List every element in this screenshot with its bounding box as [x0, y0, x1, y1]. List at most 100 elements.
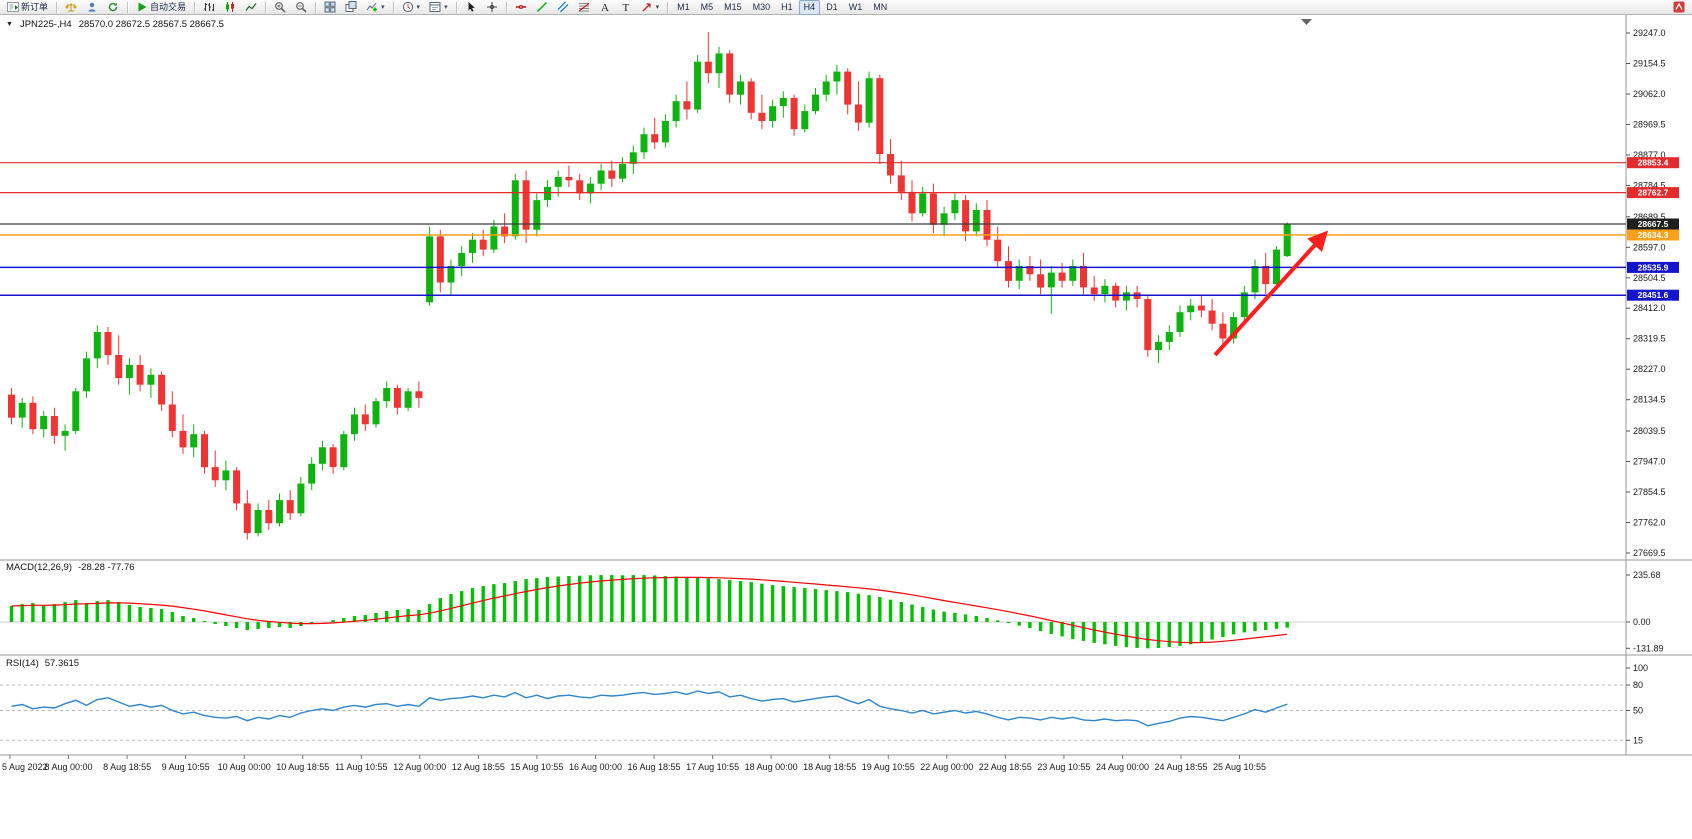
tf-MN[interactable]: MN [873, 2, 888, 12]
svg-text:28227.0: 28227.0 [1633, 364, 1666, 374]
indicators-button[interactable]: ▾ [362, 0, 389, 15]
svg-text:18 Aug 18:55: 18 Aug 18:55 [803, 762, 856, 772]
toolbar-separator [127, 1, 129, 13]
svg-text:28853.4: 28853.4 [1638, 158, 1669, 168]
text-button[interactable]: A [595, 0, 615, 15]
chart-area[interactable]: 29247.0 29154.5 29062.0 28969.5 28877.0 28784… [0, 15, 1692, 839]
svg-text:100: 100 [1633, 663, 1648, 673]
tf-H4[interactable]: H4 [798, 0, 821, 15]
zoom-in-button[interactable] [270, 0, 290, 15]
svg-text:23 Aug 10:55: 23 Aug 10:55 [1037, 762, 1090, 772]
tf-H1[interactable]: H1 [781, 2, 793, 12]
macd-name: MACD(12,26,9) [6, 562, 72, 573]
cascade-windows-button[interactable] [341, 0, 361, 15]
cursor-button[interactable] [461, 0, 481, 15]
tf-D1[interactable]: D1 [826, 2, 838, 12]
tf-M5[interactable]: M5 [700, 2, 714, 12]
candles-layer[interactable] [8, 32, 1291, 540]
svg-text:80: 80 [1633, 680, 1643, 690]
shapes-button[interactable]: ▾ [637, 0, 664, 15]
refresh-icon [107, 1, 119, 13]
clock-icon [402, 1, 414, 13]
tf-M15[interactable]: M15 [724, 2, 742, 12]
toolbar-separator [194, 1, 196, 13]
toolbar-separator [392, 1, 394, 13]
line-chart-button[interactable] [241, 0, 261, 15]
scales-icon [65, 1, 77, 13]
fibonacci-button[interactable] [574, 0, 594, 15]
crosshair-button[interactable] [482, 0, 502, 15]
candlestick-chart-button[interactable] [220, 0, 240, 15]
toolbar-separator [315, 1, 317, 13]
collapse-icon[interactable]: ▼ [6, 21, 13, 28]
svg-text:15: 15 [1633, 735, 1643, 745]
svg-text:29154.5: 29154.5 [1633, 59, 1666, 69]
cascade-windows-icon [345, 1, 357, 13]
macd-panel-label: MACD(12,26,9) -28.28 -77.76 [6, 562, 135, 573]
trendline-button[interactable] [532, 0, 552, 15]
channel-icon [557, 1, 569, 13]
grid-and-axes: 29247.0 29154.5 29062.0 28969.5 28877.0 28784… [0, 15, 1692, 756]
tf-W1[interactable]: W1 [848, 2, 863, 12]
bar-chart-button[interactable] [199, 0, 219, 15]
svg-text:235.68: 235.68 [1633, 570, 1661, 580]
cursor-icon [465, 1, 477, 13]
app-red-icon [1673, 1, 1685, 13]
toolbar-separator [455, 1, 457, 13]
indicators-add-icon [366, 1, 378, 13]
tf-M1[interactable]: M1 [677, 2, 690, 12]
svg-text:28667.5: 28667.5 [1638, 219, 1669, 229]
new-order-button[interactable]: 新订单 [3, 0, 52, 15]
svg-text:27854.5: 27854.5 [1633, 487, 1666, 497]
toolbar-separator [265, 1, 267, 13]
svg-text:27669.5: 27669.5 [1633, 548, 1666, 558]
periods-button[interactable]: ▾ [398, 0, 425, 15]
caret-down-icon: ▾ [381, 4, 385, 11]
tile-windows-icon [324, 1, 336, 13]
svg-text:28877.0: 28877.0 [1633, 150, 1666, 160]
annotation-arrow[interactable] [1213, 230, 1329, 357]
zoom-out-button[interactable] [291, 0, 311, 15]
autotrade-button[interactable]: 自动交易 [132, 0, 190, 15]
new-order-icon [7, 1, 19, 13]
scales-button[interactable] [61, 0, 81, 15]
line-chart-icon [245, 1, 257, 13]
caret-down-icon: ▾ [655, 4, 660, 11]
svg-text:10 Aug 00:00: 10 Aug 00:00 [218, 762, 271, 772]
crosshair-icon [486, 1, 498, 13]
profile-button[interactable] [82, 0, 102, 15]
channel-button[interactable] [553, 0, 573, 15]
svg-text:25 Aug 10:55: 25 Aug 10:55 [1213, 762, 1266, 772]
rsi-panel-label: RSI(14) 57.3615 [6, 658, 79, 669]
rsi-value: 57.3615 [44, 658, 80, 669]
svg-text:9 Aug 10:55: 9 Aug 10:55 [162, 762, 210, 772]
caret-down-icon: ▾ [416, 4, 421, 11]
tile-windows-button[interactable] [320, 0, 340, 15]
template-icon [429, 1, 441, 13]
svg-text:11 Aug 10:55: 11 Aug 10:55 [335, 762, 387, 772]
price-chart[interactable]: 29247.0 29154.5 29062.0 28969.5 28877.0 28784… [0, 15, 1692, 839]
svg-text:0.00: 0.00 [1633, 617, 1651, 627]
shapes-icon [641, 1, 653, 13]
scroll-end-icon [1301, 19, 1312, 25]
app-button[interactable] [1669, 0, 1689, 15]
label-button[interactable]: T [616, 0, 636, 15]
refresh-button[interactable] [103, 0, 123, 15]
svg-text:27762.0: 27762.0 [1633, 518, 1666, 528]
svg-text:8 Aug 18:55: 8 Aug 18:55 [103, 762, 151, 772]
tf-M30[interactable]: M30 [752, 2, 771, 12]
trendline-icon [536, 1, 548, 13]
toolbar-separator [56, 1, 58, 13]
svg-text:28039.5: 28039.5 [1633, 426, 1666, 436]
macd-values: -28.28 -77.76 [78, 562, 135, 573]
hline-button[interactable] [511, 0, 531, 15]
svg-text:T: T [622, 2, 629, 13]
svg-text:12 Aug 00:00: 12 Aug 00:00 [393, 762, 446, 772]
play-icon [136, 1, 148, 13]
svg-text:29247.0: 29247.0 [1633, 28, 1666, 38]
hline-icon [515, 1, 527, 13]
templates-button[interactable]: ▾ [425, 0, 452, 15]
new-order-button-label: 新订单 [21, 1, 49, 12]
